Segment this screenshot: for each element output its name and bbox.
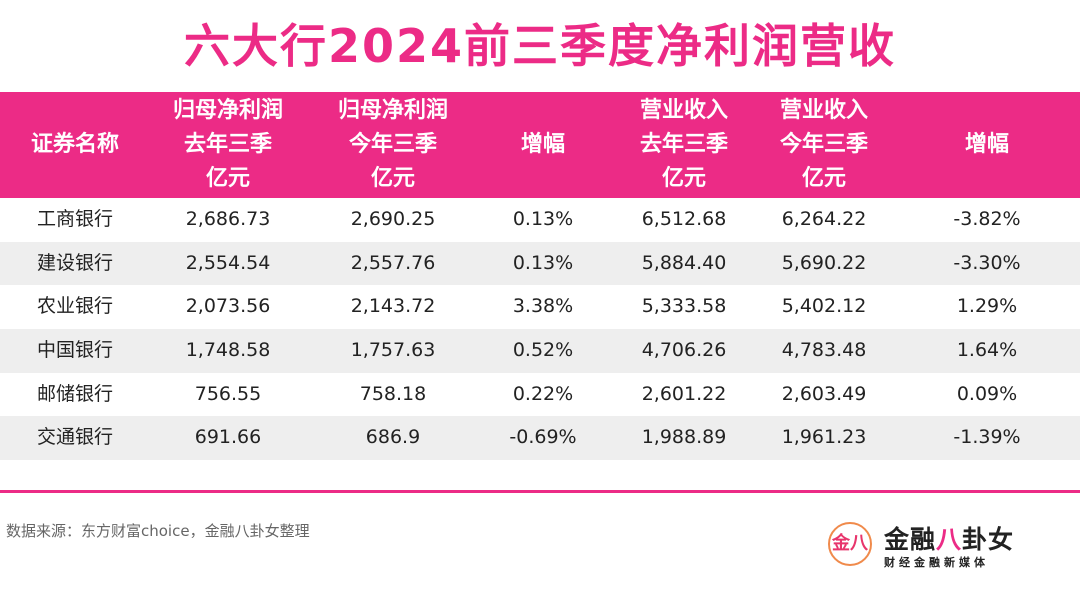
header-cell: 营业收入去年三季亿元 xyxy=(609,92,759,198)
header-line: 今年三季 xyxy=(779,132,868,157)
header-line: 增幅 xyxy=(964,132,1009,157)
value-cell: 5,690.22 xyxy=(781,251,867,274)
bank-name-cell: 邮储银行 xyxy=(36,382,113,405)
value-cell: 6,512.68 xyxy=(641,208,727,230)
header-cell: 增幅 xyxy=(478,92,608,198)
table-row: 工商银行 2,686.73 2,690.25 0.13% 6,512.68 6,264.2… xyxy=(0,198,1080,242)
header-line: 亿元 xyxy=(801,166,846,191)
bottom-divider xyxy=(0,490,1080,493)
header-cell: 证券名称 xyxy=(0,92,150,198)
brand-logo: 金八 金融八卦女 财经金融新媒体 xyxy=(828,518,1028,578)
header-cell: 归母净利润今年三季亿元 xyxy=(313,92,473,198)
value-cell: 686.9 xyxy=(365,426,421,449)
value-cell: 0.13% xyxy=(512,208,574,230)
header-line: 证券名称 xyxy=(30,132,119,157)
header-line: 亿元 xyxy=(661,166,706,191)
chart-title: 六大行2024前三季度净利润营收 xyxy=(183,19,897,73)
header-line: 亿元 xyxy=(370,166,415,191)
table-body: 工商银行 2,686.73 2,690.25 0.13% 6,512.68 6,264.2… xyxy=(0,198,1080,461)
header-cell: 增幅 xyxy=(912,92,1062,198)
value-cell: 5,884.40 xyxy=(641,251,727,274)
data-table: 证券名称 归母净利润 去年三季 亿元 归母净利润 今年三季 亿元 增幅 营业收入 去年三季 亿元 营业… xyxy=(0,92,1080,461)
value-cell: 2,557.76 xyxy=(350,251,436,274)
value-cell: 1,961.23 xyxy=(781,426,867,449)
value-cell: 0.52% xyxy=(512,339,574,362)
value-cell: 2,143.72 xyxy=(350,295,436,318)
value-cell: 4,783.48 xyxy=(781,339,867,362)
bank-name-cell: 中国银行 xyxy=(36,339,113,362)
header-line: 归母净利润 xyxy=(172,98,283,123)
value-cell: 1.29% xyxy=(956,295,1018,318)
value-cell: 691.66 xyxy=(194,426,262,449)
logo-name-prefix: 金融 xyxy=(884,525,937,554)
value-cell: 2,073.56 xyxy=(185,295,271,318)
value-cell: 3.38% xyxy=(512,295,574,318)
bank-name-cell: 建设银行 xyxy=(36,251,113,274)
table-row: 中国银行 1,748.58 1,757.63 0.52% 4,706.26 4,783.4… xyxy=(0,329,1080,373)
value-cell: 0.09% xyxy=(956,382,1018,405)
value-cell: -0.69% xyxy=(509,426,577,449)
value-cell: -3.30% xyxy=(953,251,1021,274)
logo-emblem-text: 金八 xyxy=(832,533,868,554)
value-cell: 5,333.58 xyxy=(641,295,727,318)
header-line: 营业收入 xyxy=(639,98,728,123)
bank-name-cell: 交通银行 xyxy=(36,426,113,449)
source-note: 数据来源：东方财富choice，金融八卦女整理 xyxy=(6,522,310,540)
value-cell: 756.55 xyxy=(194,382,262,405)
value-cell: -3.82% xyxy=(953,208,1021,230)
header-cell: 营业收入今年三季亿元 xyxy=(749,92,899,198)
table-row: 邮储银行 756.55 758.18 0.22% 2,601.22 2,603.49 0.0… xyxy=(0,373,1080,417)
value-cell: 2,554.54 xyxy=(185,251,271,274)
table-row: 交通银行 691.66 686.9 -0.69% 1,988.89 1,961.23 -1.… xyxy=(0,416,1080,461)
header-line: 归母净利润 xyxy=(337,98,448,123)
header-line: 今年三季 xyxy=(348,132,437,157)
value-cell: 4,706.26 xyxy=(641,339,727,362)
value-cell: 2,603.49 xyxy=(781,382,867,405)
value-cell: 2,601.22 xyxy=(641,382,727,405)
value-cell: 5,402.12 xyxy=(781,295,867,318)
value-cell: 2,686.73 xyxy=(185,208,271,230)
bank-name-cell: 农业银行 xyxy=(36,295,113,318)
value-cell: 1,988.89 xyxy=(641,426,727,449)
logo-name: 金融八卦女 xyxy=(884,520,1014,556)
header-cell: 归母净利润去年三季亿元 xyxy=(148,92,308,198)
value-cell: 1,748.58 xyxy=(185,339,271,362)
logo-emblem-icon: 金八 xyxy=(828,522,872,566)
value-cell: -1.39% xyxy=(953,426,1021,449)
bank-name-cell: 工商银行 xyxy=(36,208,113,230)
value-cell: 6,264.22 xyxy=(781,208,867,230)
logo-tagline: 财经金融新媒体 xyxy=(884,556,989,569)
value-cell: 0.13% xyxy=(512,251,574,274)
header-line: 增幅 xyxy=(520,132,565,157)
value-cell: 1,757.63 xyxy=(350,339,436,362)
header-line: 去年三季 xyxy=(183,132,272,157)
table-row: 建设银行 2,554.54 2,557.76 0.13% 5,884.40 5,690.2… xyxy=(0,241,1080,286)
header-line: 营业收入 xyxy=(779,98,868,123)
value-cell: 1.64% xyxy=(956,339,1018,362)
header-line: 去年三季 xyxy=(639,132,728,157)
logo-name-accent: 八 xyxy=(936,525,963,554)
value-cell: 0.22% xyxy=(512,382,574,405)
table-row: 农业银行 2,073.56 2,143.72 3.38% 5,333.58 5,402.1… xyxy=(0,285,1080,329)
value-cell: 2,690.25 xyxy=(350,208,436,230)
table-header: 证券名称 归母净利润 去年三季 亿元 归母净利润 今年三季 亿元 增幅 营业收入 去年三季 亿元 营业… xyxy=(0,92,1080,198)
logo-name-suffix: 卦女 xyxy=(962,525,1015,554)
header-line: 亿元 xyxy=(205,166,250,191)
value-cell: 758.18 xyxy=(359,382,427,405)
